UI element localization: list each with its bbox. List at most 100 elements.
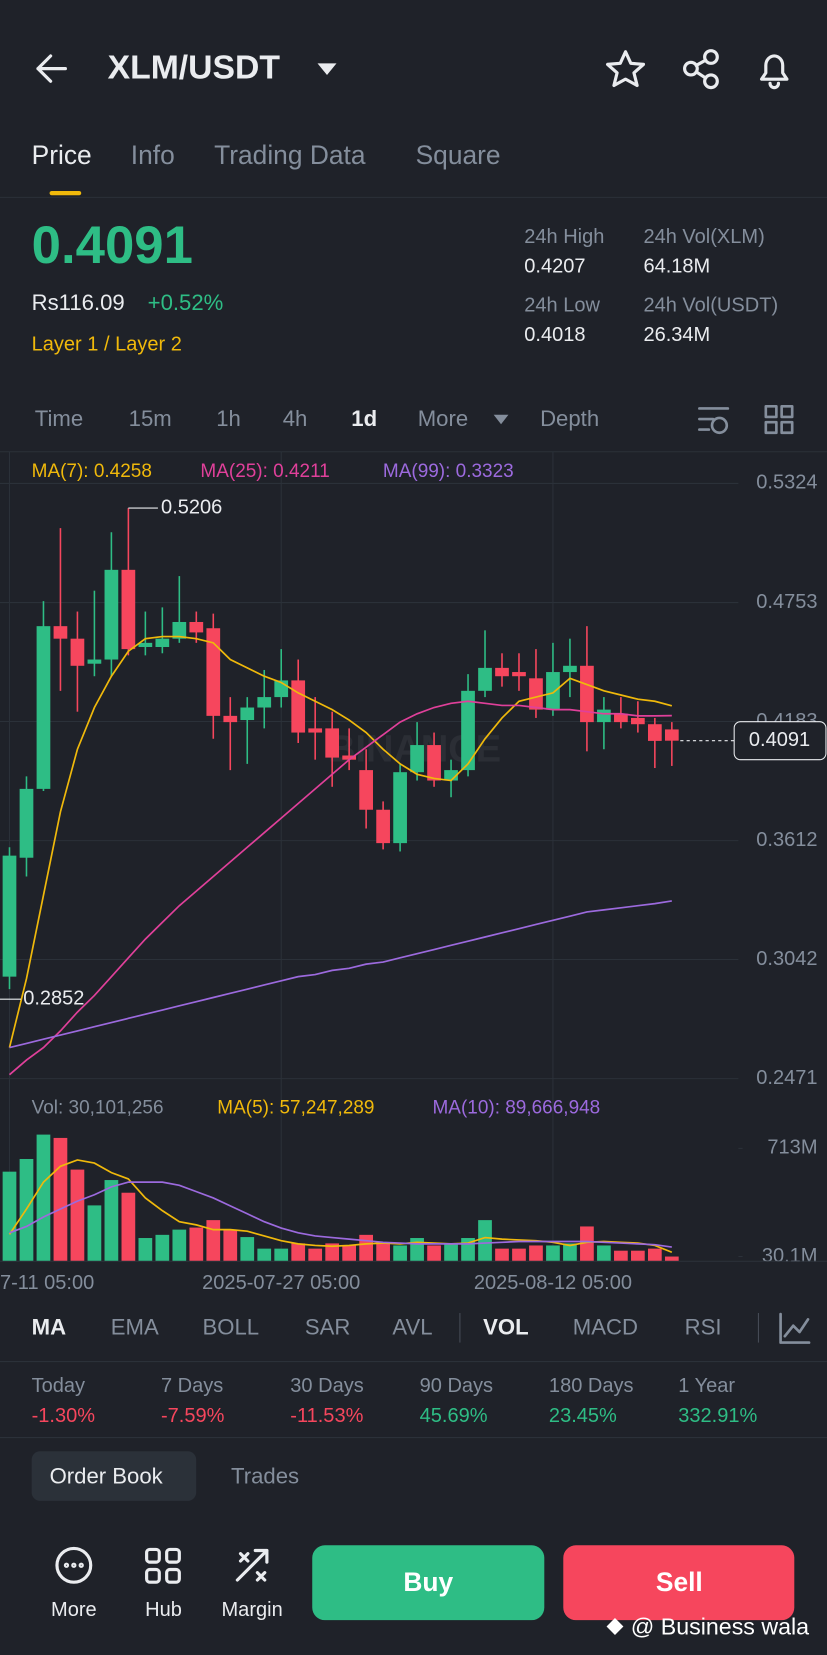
tab-indicator (49, 191, 82, 196)
min-label: 0.2852 (23, 987, 84, 1009)
sell-label[interactable]: Sell (656, 1567, 703, 1597)
x-tick-label: 2025-07-27 05:00 (202, 1272, 360, 1294)
last-price-label: 0.4091 (749, 729, 810, 751)
pair-title[interactable]: XLM/USDT (108, 49, 281, 87)
tab[interactable]: Trading Data (214, 140, 366, 170)
period-change: 23.45% (549, 1405, 617, 1427)
alert-icon[interactable] (760, 54, 789, 90)
candle-body (359, 770, 373, 810)
candle-body (614, 713, 628, 723)
last-price: 0.4091 (32, 216, 193, 275)
more-dropdown[interactable] (493, 414, 509, 425)
candle-body (172, 621, 187, 639)
tab[interactable]: Square (416, 140, 501, 170)
volume-ma-line (8, 1159, 673, 1254)
volume-bar (87, 1205, 102, 1262)
candle-body (444, 770, 458, 781)
candle-body (495, 667, 509, 677)
book-tab[interactable]: Order Book (50, 1464, 164, 1489)
legend-entry: MA(7): 0.4258 (32, 461, 152, 482)
indicator-tab[interactable]: BOLL (203, 1315, 260, 1340)
volume-tick-label: 713M (767, 1137, 817, 1159)
tab[interactable]: Price (32, 140, 92, 170)
stat-value: 26.34M (643, 324, 710, 346)
category-tag[interactable]: Layer 1 / Layer 2 (32, 333, 182, 355)
period-label: 180 Days (549, 1375, 634, 1397)
fiat-price: Rs116.09 (32, 290, 125, 315)
layout-icon[interactable] (764, 405, 794, 435)
stat-value: 64.18M (643, 255, 710, 277)
volume-bar (274, 1248, 289, 1262)
interval[interactable]: 1h (216, 406, 241, 431)
indicator-settings-icon[interactable] (779, 1312, 811, 1344)
chart-settings-icon[interactable] (698, 407, 730, 435)
volume-bar (172, 1229, 187, 1262)
indicator-tab[interactable]: EMA (111, 1315, 159, 1340)
candle-body (427, 745, 441, 781)
pair-dropdown[interactable] (317, 63, 337, 75)
indicator-tab[interactable]: MACD (573, 1315, 638, 1340)
nav-label[interactable]: Margin (222, 1599, 283, 1621)
interval[interactable]: Time (35, 406, 83, 431)
candle-body (257, 697, 272, 708)
book-tab[interactable]: Trades (231, 1464, 299, 1489)
period-change: -7.59% (161, 1405, 225, 1427)
hub-icon[interactable] (145, 1547, 181, 1584)
period-change: -11.53% (290, 1405, 363, 1427)
credit: @ Business wala (631, 1614, 809, 1640)
x-tick-label: 7-11 05:00 (0, 1272, 94, 1294)
nav-label[interactable]: Hub (145, 1599, 182, 1621)
period-label: 30 Days (290, 1375, 363, 1397)
candle-body (563, 665, 577, 673)
indicator-tab[interactable]: VOL (483, 1315, 529, 1340)
candle-body (2, 855, 17, 977)
more-icon[interactable] (55, 1546, 93, 1584)
volume-bar (546, 1245, 560, 1262)
candle-body (87, 659, 102, 664)
volume-bar (2, 1171, 17, 1262)
y-tick-label: 0.3042 (756, 948, 817, 970)
volume-bar (206, 1220, 221, 1262)
ma-line (8, 635, 673, 1048)
sell-button[interactable] (563, 1545, 795, 1621)
volume-bar (427, 1245, 441, 1262)
tab[interactable]: Info (131, 140, 175, 170)
candle-body (546, 672, 560, 710)
stat-label: 24h High (524, 226, 604, 248)
candle-body (631, 717, 645, 725)
y-tick-label: 0.5324 (756, 472, 817, 494)
volume-bar (359, 1234, 373, 1262)
interval[interactable]: Depth (540, 406, 599, 431)
share-icon[interactable] (683, 49, 719, 90)
volume-tick-label: 30.1M (762, 1245, 818, 1267)
volume-bar (563, 1243, 577, 1262)
candle-body (597, 709, 611, 723)
back-button[interactable] (36, 54, 67, 83)
nav-label[interactable]: More (51, 1599, 97, 1621)
indicator-tab[interactable]: SAR (305, 1315, 351, 1340)
volume-bar (104, 1180, 119, 1262)
margin-icon[interactable] (235, 1548, 269, 1582)
indicator-tab[interactable]: MA (32, 1315, 66, 1340)
legend-entry: MA(5): 57,247,289 (217, 1097, 374, 1118)
period-label: Today (32, 1375, 85, 1397)
interval[interactable]: More (418, 406, 468, 431)
interval[interactable]: 1d (351, 406, 377, 431)
indicator-tab[interactable]: RSI (685, 1315, 722, 1340)
y-tick-label: 0.4753 (756, 591, 817, 613)
candle-body (155, 638, 170, 648)
candle-body (376, 809, 390, 844)
candle-body (223, 715, 238, 723)
indicator-tab[interactable]: AVL (392, 1315, 432, 1340)
volume-bar (647, 1248, 662, 1262)
ma-line (8, 700, 672, 1076)
interval[interactable]: 15m (129, 406, 172, 431)
volume-bar (580, 1226, 594, 1262)
favorite-icon[interactable] (606, 50, 646, 88)
buy-label[interactable]: Buy (403, 1567, 453, 1597)
volume-bar (223, 1229, 238, 1262)
candle-body (410, 745, 424, 773)
buy-button[interactable] (312, 1545, 545, 1621)
interval[interactable]: 4h (283, 406, 308, 431)
